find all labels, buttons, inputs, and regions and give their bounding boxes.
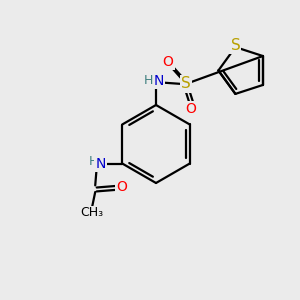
Text: CH₃: CH₃	[81, 206, 104, 220]
Text: O: O	[116, 180, 127, 194]
Text: O: O	[163, 55, 173, 68]
Text: N: N	[95, 157, 106, 170]
Text: H: H	[88, 154, 98, 168]
Text: S: S	[230, 38, 240, 53]
Text: H: H	[144, 74, 153, 88]
Text: O: O	[185, 103, 196, 116]
Text: S: S	[181, 76, 191, 92]
Text: N: N	[154, 74, 164, 88]
